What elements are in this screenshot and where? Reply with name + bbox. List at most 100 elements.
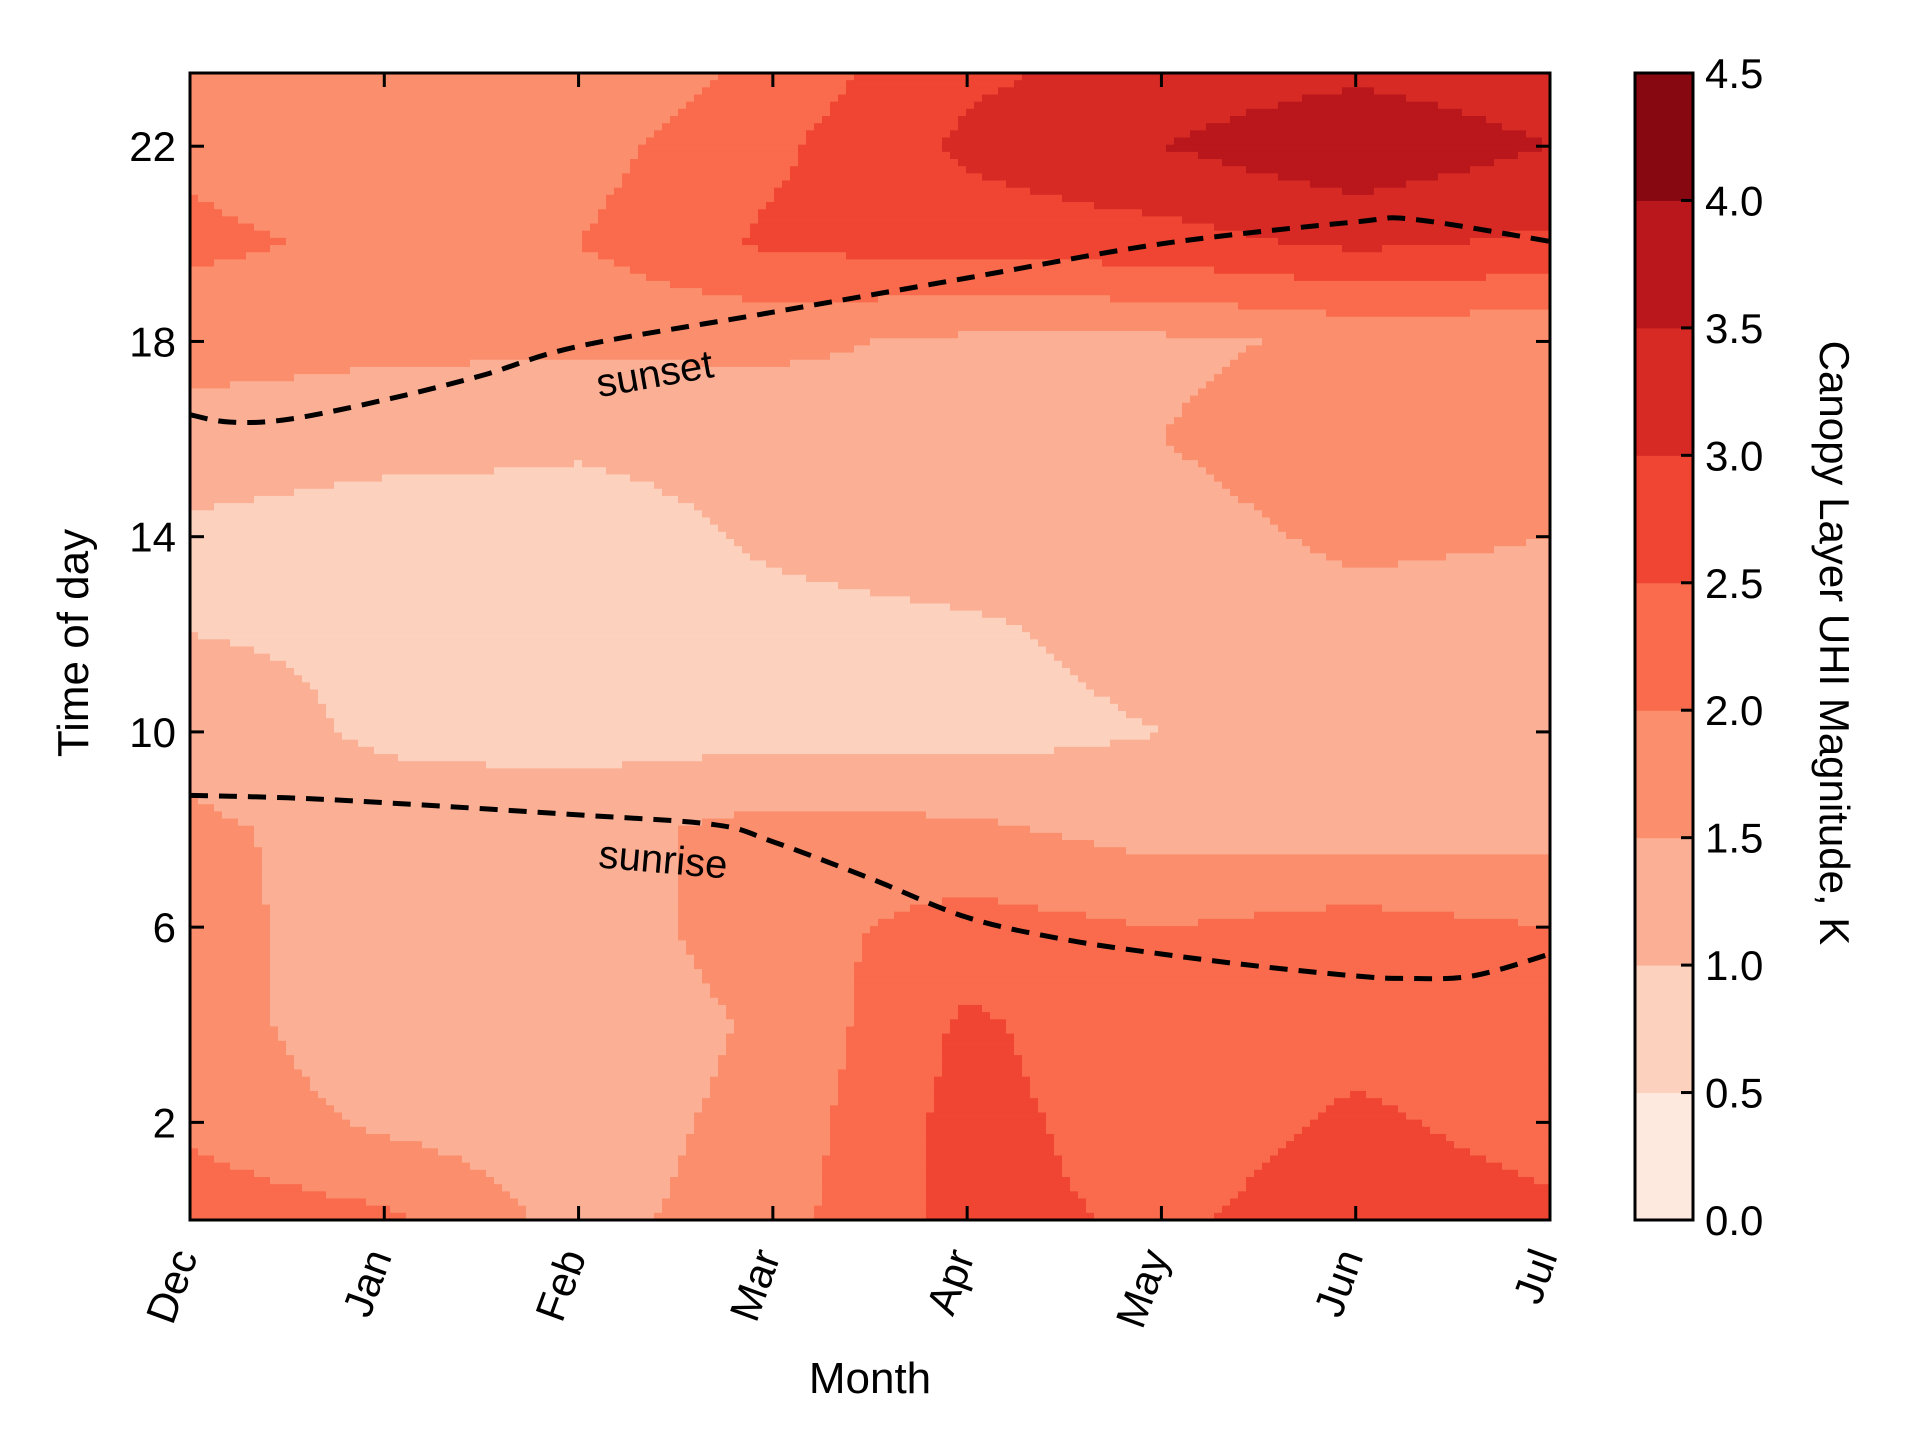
contour-cell [710,281,719,289]
contour-cell [862,109,871,117]
contour-cell [590,216,599,224]
contour-cell [886,159,895,167]
contour-cell [934,267,943,275]
contour-cell [510,80,519,88]
contour-cell [1046,87,1055,95]
contour-cell [366,138,375,146]
contour-cell [926,152,935,160]
contour-cell [822,145,831,153]
contour-cell [862,252,871,260]
contour-cell [806,109,815,117]
contour-cell [806,231,815,239]
contour-cell [1382,245,1391,253]
contour-cell [1246,188,1255,196]
contour-cell [462,202,471,210]
contour-cell [302,274,311,282]
contour-cell [366,209,375,217]
contour-cell [1486,159,1495,167]
contour-cell [814,130,823,138]
contour-cell [942,195,951,203]
contour-cell [230,259,239,267]
contour-cell [934,238,943,246]
contour-cell [1142,102,1151,110]
contour-cell [526,152,535,160]
contour-cell [1534,202,1543,210]
contour-cell [942,245,951,253]
contour-cell [1038,181,1047,189]
contour-cell [398,216,407,224]
contour-cell [318,259,327,267]
contour-cell [630,109,639,117]
contour-cell [1110,216,1119,224]
contour-cell [774,166,783,174]
contour-cell [1270,80,1279,88]
contour-cell [894,173,903,181]
contour-cell [1350,116,1359,124]
contour-cell [246,116,255,124]
contour-cell [678,274,687,282]
contour-cell [206,80,215,88]
contour-cell [742,80,751,88]
contour-cell [1486,123,1495,131]
contour-cell [406,267,415,275]
contour-cell [1478,102,1487,110]
contour-cell [598,202,607,210]
contour-cell [526,166,535,174]
contour-cell [1182,166,1191,174]
contour-cell [1094,181,1103,189]
contour-cell [718,202,727,210]
contour-cell [254,152,263,160]
contour-cell [206,116,215,124]
contour-cell [1374,188,1383,196]
contour-cell [1414,116,1423,124]
contour-cell [790,216,799,224]
contour-cell [566,116,575,124]
contour-cell [790,123,799,131]
contour-cell [214,209,223,217]
contour-cell [782,267,791,275]
contour-cell [414,267,423,275]
contour-cell [1110,159,1119,167]
contour-cell [1014,202,1023,210]
contour-cell [902,252,911,260]
contour-cell [494,267,503,275]
contour-cell [1270,252,1279,260]
contour-cell [950,152,959,160]
contour-cell [510,216,519,224]
contour-cell [1374,130,1383,138]
contour-cell [454,152,463,160]
contour-cell [1486,102,1495,110]
contour-cell [1046,159,1055,167]
contour-cell [1462,216,1471,224]
contour-cell [1438,231,1447,239]
contour-cell [734,216,743,224]
contour-cell [1278,109,1287,117]
contour-cell [830,116,839,124]
contour-cell [262,252,271,260]
contour-cell [622,159,631,167]
contour-cell [334,238,343,246]
contour-cell [854,252,863,260]
contour-cell [398,152,407,160]
contour-cell [454,87,463,95]
contour-cell [1534,188,1543,196]
contour-cell [886,80,895,88]
contour-cell [582,145,591,153]
contour-cell [1374,173,1383,181]
contour-cell [550,259,559,267]
contour-cell [1406,116,1415,124]
contour-cell [662,95,671,103]
contour-cell [1174,181,1183,189]
contour-cell [574,159,583,167]
contour-cell [550,130,559,138]
contour-cell [358,116,367,124]
contour-cell [1254,145,1263,153]
contour-cell [670,116,679,124]
contour-cell [1014,231,1023,239]
contour-cell [470,166,479,174]
contour-cell [1254,166,1263,174]
contour-cell [1286,109,1295,117]
contour-cell [870,231,879,239]
contour-cell [1198,274,1207,282]
contour-cell [774,173,783,181]
